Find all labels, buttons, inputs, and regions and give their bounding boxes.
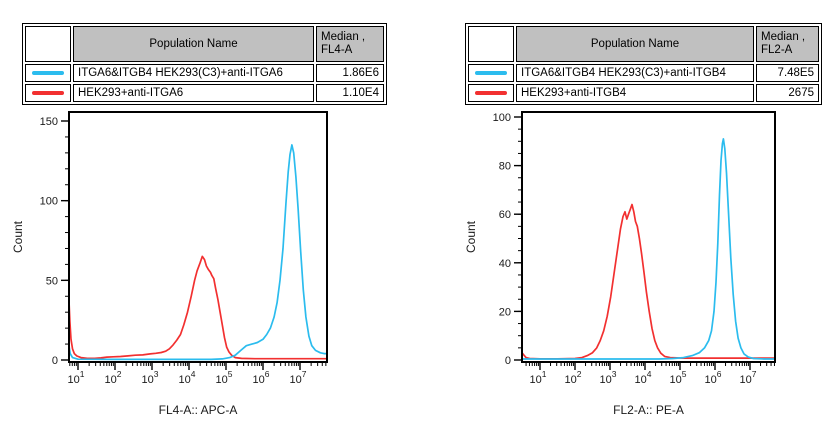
- median-value: 1.86E6: [316, 64, 384, 82]
- population-name: ITGA6&ITGB4 HEK293(C3)+anti-ITGA6: [73, 64, 314, 82]
- y-tick-label: 100: [40, 196, 58, 208]
- y-tick-label: 0: [52, 355, 58, 367]
- y-tick-label: 50: [46, 275, 58, 287]
- cyan-series-swatch: [32, 71, 64, 75]
- y-tick-label: 80: [499, 161, 511, 173]
- table-row: ITGA6&ITGB4 HEK293(C3)+anti-ITGB4 7.48E5: [468, 64, 819, 82]
- red-series-swatch: [32, 91, 64, 95]
- legend-swatch-cell: [468, 64, 514, 82]
- x-tick-label: 104: [179, 369, 196, 386]
- y-axis: 0 50 100 150: [40, 116, 69, 367]
- x-tick-label: 104: [635, 369, 652, 386]
- x-tick-label: 105: [670, 369, 687, 386]
- population-name: ITGA6&ITGB4 HEK293(C3)+anti-ITGB4: [516, 64, 754, 82]
- x-tick-label: 105: [216, 369, 233, 386]
- y-tick-label: 150: [40, 116, 58, 128]
- cyan-series-swatch: [475, 71, 507, 75]
- x-tick-label: 102: [565, 369, 582, 386]
- series-curve: [70, 255, 326, 360]
- x-axis-title: FL2-A:: PE-A: [613, 403, 684, 417]
- median-header-line1: Median ,: [321, 31, 366, 43]
- x-tick-label: 107: [740, 369, 757, 386]
- y-axis-title: Count: [11, 220, 25, 253]
- x-axis-title: FL4-A:: APC-A: [159, 403, 238, 417]
- x-tick-label: 106: [253, 369, 270, 386]
- legend-header-cell: [468, 26, 514, 62]
- median-value: 1.10E4: [316, 84, 384, 102]
- y-tick-label: 0: [505, 355, 511, 367]
- population-name: HEK293+anti-ITGA6: [73, 84, 314, 102]
- population-name-header: Population Name: [516, 26, 754, 62]
- legend-swatch-cell: [25, 84, 71, 102]
- x-tick-label: 101: [530, 369, 547, 386]
- x-tick-label: 103: [600, 369, 617, 386]
- table-row: HEK293+anti-ITGA6 1.10E4: [25, 84, 384, 102]
- table-row: HEK293+anti-ITGB4 2675: [468, 84, 819, 102]
- plot-frame: [68, 111, 328, 363]
- x-tick-label: 106: [705, 369, 722, 386]
- x-axis: 101 102 103 104 105 106 107: [68, 362, 327, 386]
- series-curve: [523, 138, 774, 360]
- series-group: [523, 138, 774, 360]
- x-tick-label: 107: [290, 369, 307, 386]
- legend-header-cell: [25, 26, 71, 62]
- y-tick-label: 100: [493, 112, 511, 124]
- population-name: HEK293+anti-ITGB4: [516, 84, 754, 102]
- series-group: [70, 144, 326, 361]
- series-curve: [70, 144, 326, 361]
- histogram-panel: 101 102 103 104 105 106 107 0 20 40 60 80 100FL2-A::…: [464, 111, 776, 417]
- y-axis: 0 20 40 60 80 100: [493, 112, 522, 367]
- median-header-line2: FL2-A: [761, 44, 793, 56]
- median-header-line1: Median ,: [761, 31, 806, 43]
- median-header: Median , FL2-A: [756, 26, 819, 62]
- y-tick-label: 60: [499, 209, 511, 221]
- population-table-right: Population Name Median , FL2-A ITGA6&ITG…: [465, 23, 822, 105]
- x-tick-label: 101: [68, 369, 85, 386]
- population-name-header: Population Name: [73, 26, 314, 62]
- median-header-line2: FL4-A: [321, 44, 353, 56]
- legend-swatch-cell: [25, 64, 71, 82]
- x-tick-label: 103: [142, 369, 159, 386]
- median-header: Median , FL4-A: [316, 26, 384, 62]
- y-tick-label: 40: [499, 258, 511, 270]
- population-table-left: Population Name Median , FL4-A ITGA6&ITG…: [22, 23, 387, 105]
- series-curve: [523, 203, 774, 360]
- plot-frame: [521, 111, 776, 363]
- x-tick-label: 102: [105, 369, 122, 386]
- red-series-swatch: [475, 91, 507, 95]
- median-value: 7.48E5: [756, 64, 819, 82]
- legend-swatch-cell: [468, 84, 514, 102]
- x-axis: 101 102 103 104 105 106 107: [525, 362, 775, 386]
- table-row: ITGA6&ITGB4 HEK293(C3)+anti-ITGA6 1.86E6: [25, 64, 384, 82]
- y-tick-label: 20: [499, 306, 511, 318]
- y-axis-title: Count: [464, 220, 478, 253]
- median-value: 2675: [756, 84, 819, 102]
